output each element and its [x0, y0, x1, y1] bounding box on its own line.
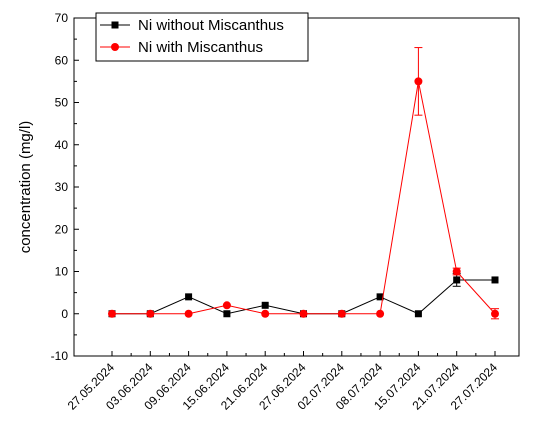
y-tick-label: 10 — [55, 265, 69, 279]
x-axis: 27.05.202403.06.202409.06.202415.06.2024… — [65, 351, 500, 413]
data-point — [223, 310, 231, 318]
data-point — [261, 301, 269, 309]
y-tick-label: 50 — [55, 96, 69, 110]
y-axis-title: concentration (mg/l) — [17, 121, 34, 254]
plot-area-border — [73, 17, 520, 357]
legend-item: Ni without Miscanthus — [100, 17, 284, 34]
legend-marker — [111, 43, 119, 51]
series-layer — [108, 47, 499, 320]
y-tick-label: 60 — [55, 53, 69, 67]
data-point — [376, 309, 385, 318]
data-point — [376, 293, 384, 301]
y-tick-label: 0 — [61, 307, 68, 321]
plot-frame — [73, 17, 520, 357]
legend-box — [95, 12, 309, 62]
y-axis: -10 0 10 20 30 40 50 60 70 — [51, 11, 79, 363]
series-2 — [108, 47, 499, 320]
data-point — [414, 77, 423, 86]
legend-marker — [111, 21, 119, 29]
data-point — [452, 267, 461, 276]
legend-label: Ni without Miscanthus — [138, 17, 284, 34]
data-point — [185, 293, 193, 301]
y-tick-label: 30 — [55, 180, 69, 194]
data-point — [184, 309, 193, 318]
data-point — [453, 276, 461, 284]
data-point — [261, 309, 270, 318]
data-point — [146, 309, 155, 318]
data-point — [491, 276, 499, 284]
legend-label: Ni with Miscanthus — [138, 39, 263, 56]
data-point — [108, 309, 116, 318]
y-tick-label: -10 — [51, 349, 69, 363]
y-tick-label: 70 — [55, 11, 69, 25]
series-line — [112, 81, 496, 315]
data-point — [491, 309, 499, 318]
legend-item: Ni with Miscanthus — [100, 39, 263, 56]
y-tick-label: 20 — [55, 222, 69, 236]
series-line — [112, 279, 495, 315]
legend: Ni without Miscanthus Ni with Miscanthus — [95, 12, 309, 62]
data-point — [414, 310, 422, 318]
y-tick-label: 40 — [55, 138, 69, 152]
data-point — [299, 309, 308, 318]
data-point — [337, 309, 346, 318]
data-point — [222, 301, 231, 310]
